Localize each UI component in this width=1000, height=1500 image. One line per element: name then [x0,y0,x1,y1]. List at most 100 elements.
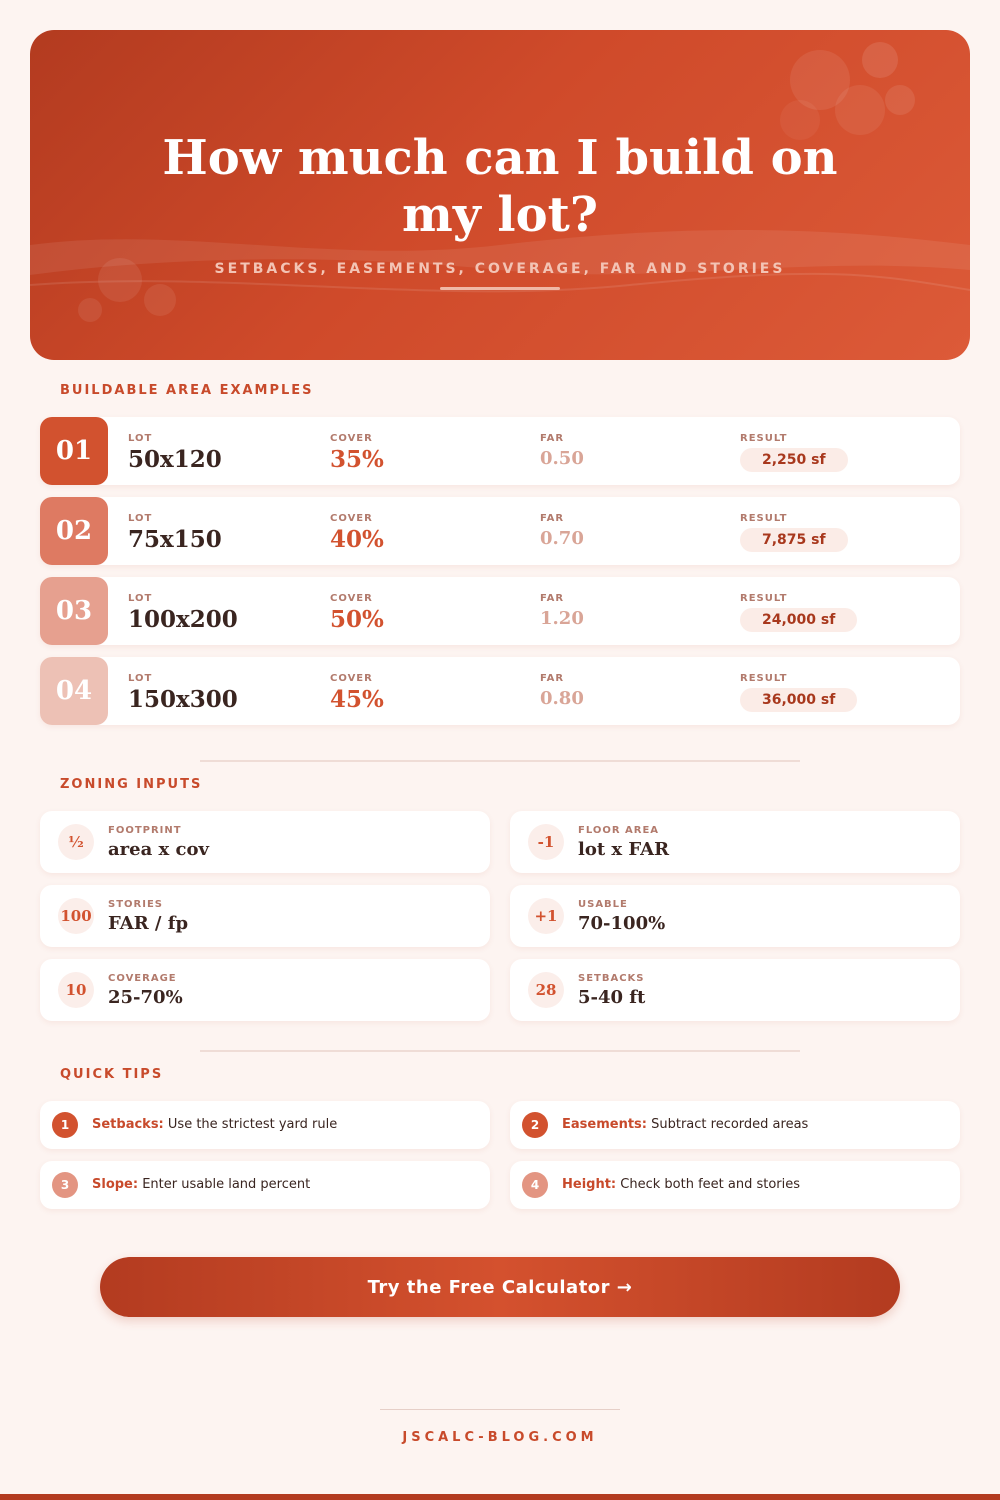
footer-site-link[interactable]: JSCALC-BLOG.COM [402,1430,598,1445]
zoning-value: area x cov [108,839,209,860]
example-number-badge: 04 [40,657,108,725]
lot-label: LOT [128,433,153,444]
zoning-section-title: ZONING INPUTS [60,777,203,792]
far-value: 0.70 [540,528,584,549]
cover-value: 50% [330,606,384,633]
cover-value: 45% [330,686,384,713]
far-cell: FAR 0.70 [540,513,584,549]
tip-text: Setbacks: Use the strictest yard rule [92,1117,337,1132]
tip-number-badge: 1 [52,1112,78,1138]
lot-value: 50x120 [128,446,222,473]
section-divider [200,1050,800,1052]
cover-value: 40% [330,526,384,553]
zoning-value: FAR / fp [108,913,189,934]
result-badge: 7,875 sf [740,528,848,552]
tip-body: Enter usable land percent [142,1177,311,1192]
far-label: FAR [540,433,565,444]
zoning-label: USABLE [578,899,628,910]
result-badge: 2,250 sf [740,448,848,472]
tips-section-title: QUICK TIPS [60,1067,164,1082]
lot-cell: LOT 50x120 [128,433,222,473]
zoning-card-coverage: 10 COVERAGE 25-70% [40,959,490,1021]
tip-text: Easements: Subtract recorded areas [562,1117,808,1132]
example-number-badge: 02 [40,497,108,565]
examples-section-title: BUILDABLE AREA EXAMPLES [60,383,314,398]
tip-text: Height: Check both feet and stories [562,1177,800,1192]
far-label: FAR [540,593,565,604]
result-label: RESULT [740,433,788,444]
hero-banner: How much can I build on my lot? SETBACKS… [30,30,970,360]
far-label: FAR [540,513,565,524]
zoning-value: lot x FAR [578,839,670,860]
tip-key: Height: [562,1177,617,1192]
far-value: 0.80 [540,688,584,709]
lot-cell: LOT 100x200 [128,593,238,633]
tip-height: 4 Height: Check both feet and stories [510,1161,960,1209]
far-label: FAR [540,673,565,684]
zoning-label: STORIES [108,899,163,910]
tip-setbacks: 1 Setbacks: Use the strictest yard rule [40,1101,490,1149]
zoning-value: 5-40 ft [578,987,646,1008]
try-calculator-button[interactable]: Try the Free Calculator → [100,1257,900,1317]
result-badge: 24,000 sf [740,608,858,632]
cover-cell: COVER 40% [330,513,384,553]
lot-label: LOT [128,593,153,604]
page-subtitle: SETBACKS, EASEMENTS, COVERAGE, FAR AND S… [214,261,786,277]
bottom-accent-bar [0,1494,1000,1500]
far-cell: FAR 0.80 [540,673,584,709]
zoning-label: SETBACKS [578,973,645,984]
example-number-badge: 03 [40,577,108,645]
lot-cell: LOT 75x150 [128,513,222,553]
tip-key: Setbacks: [92,1117,164,1132]
tip-slope: 3 Slope: Enter usable land percent [40,1161,490,1209]
lot-value: 100x200 [128,606,238,633]
tip-number-badge: 3 [52,1172,78,1198]
result-cell: RESULT 7,875 sf [740,513,848,552]
ten-icon: 10 [58,972,94,1008]
cover-label: COVER [330,673,373,684]
half-icon: ½ [58,824,94,860]
tip-number-badge: 4 [522,1172,548,1198]
example-row: 01 LOT 50x120 COVER 35% FAR 0.50 RESULT … [40,417,960,485]
zoning-card-stories: 100 STORIES FAR / fp [40,885,490,947]
tip-body: Subtract recorded areas [651,1117,809,1132]
cover-label: COVER [330,513,373,524]
cover-cell: COVER 45% [330,673,384,713]
zoning-card-floor-area: -1 FLOOR AREA lot x FAR [510,811,960,873]
tip-key: Easements: [562,1117,647,1132]
example-row: 03 LOT 100x200 COVER 50% FAR 1.20 RESULT… [40,577,960,645]
lot-cell: LOT 150x300 [128,673,238,713]
tip-body: Use the strictest yard rule [167,1117,338,1132]
cover-label: COVER [330,593,373,604]
result-cell: RESULT 24,000 sf [740,593,858,632]
lot-value: 75x150 [128,526,222,553]
zoning-card-usable: +1 USABLE 70-100% [510,885,960,947]
lot-label: LOT [128,673,153,684]
result-label: RESULT [740,513,788,524]
tip-key: Slope: [92,1177,139,1192]
cover-cell: COVER 35% [330,433,384,473]
cover-cell: COVER 50% [330,593,384,633]
zoning-card-footprint: ½ FOOTPRINT area x cov [40,811,490,873]
lot-value: 150x300 [128,686,238,713]
plus-one-icon: +1 [528,898,564,934]
zoning-value: 70-100% [578,913,666,934]
far-value: 0.50 [540,448,584,469]
far-cell: FAR 0.50 [540,433,584,469]
zoning-label: FOOTPRINT [108,825,182,836]
far-value: 1.20 [540,608,584,629]
cover-label: COVER [330,433,373,444]
result-cell: RESULT 36,000 sf [740,673,858,712]
zoning-label: COVERAGE [108,973,177,984]
example-row: 02 LOT 75x150 COVER 40% FAR 0.70 RESULT … [40,497,960,565]
zoning-value: 25-70% [108,987,183,1008]
zoning-card-setbacks: 28 SETBACKS 5-40 ft [510,959,960,1021]
section-divider [200,760,800,762]
footer-divider [380,1409,620,1410]
twenty-eight-icon: 28 [528,972,564,1008]
zoning-label: FLOOR AREA [578,825,660,836]
far-cell: FAR 1.20 [540,593,584,629]
hundred-icon: 100 [58,898,94,934]
lot-label: LOT [128,513,153,524]
hero-decoration [30,42,970,322]
